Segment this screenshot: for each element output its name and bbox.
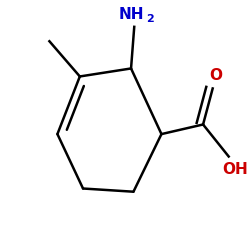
Text: 2: 2 xyxy=(146,14,154,24)
Text: NH: NH xyxy=(118,7,144,22)
Text: OH: OH xyxy=(222,162,248,177)
Text: O: O xyxy=(210,68,222,83)
